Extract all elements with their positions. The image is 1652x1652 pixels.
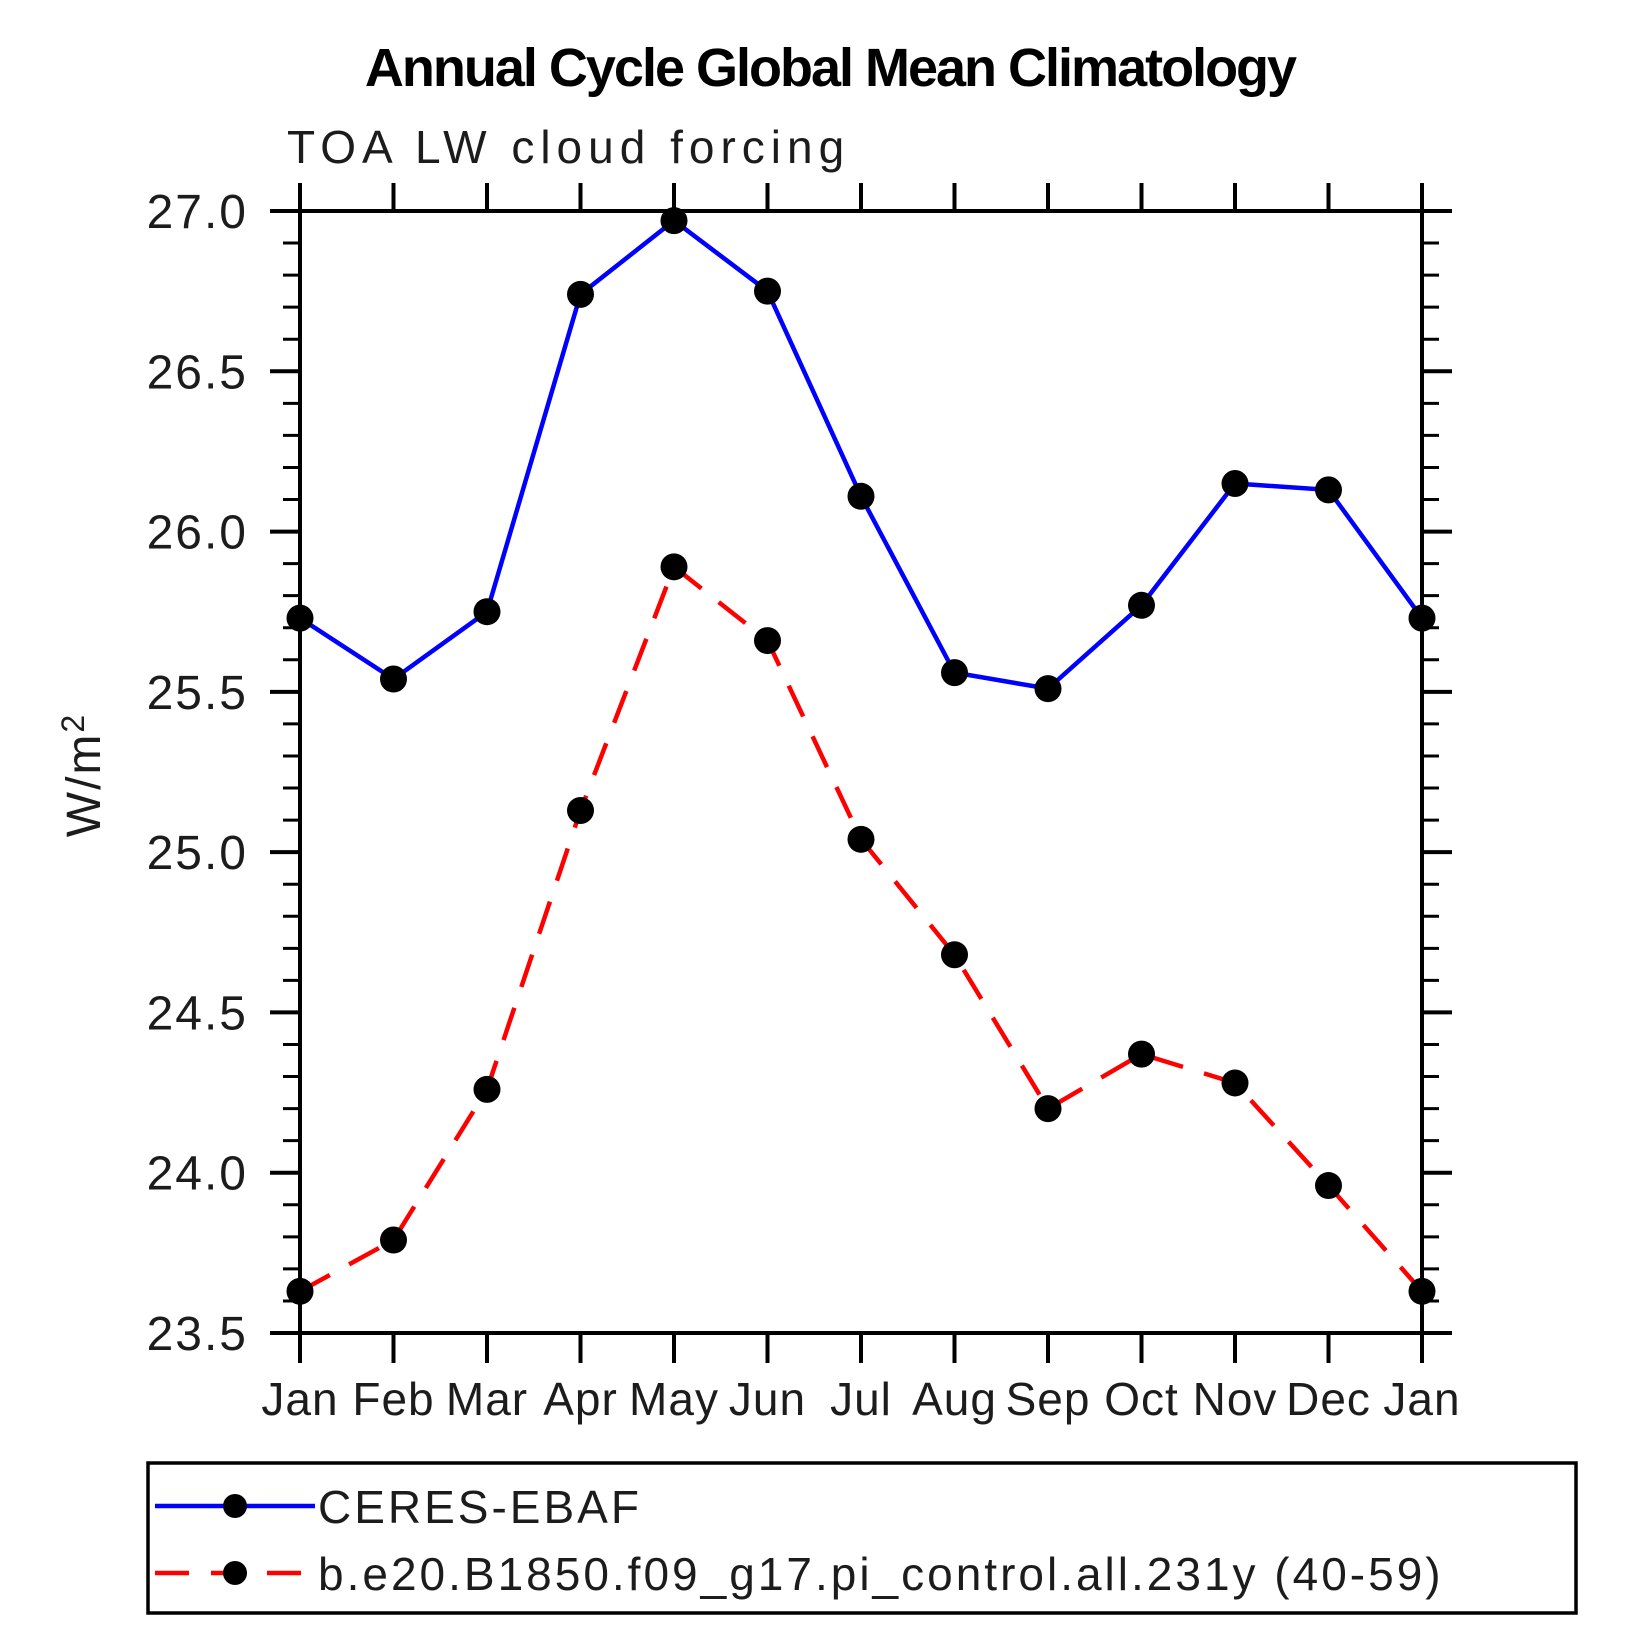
x-tick-label: Nov xyxy=(1193,1373,1278,1425)
series-layer xyxy=(286,207,1436,1305)
x-tick-label: Sep xyxy=(1006,1373,1091,1425)
data-point xyxy=(473,598,501,626)
data-point xyxy=(567,280,594,308)
data-point xyxy=(1128,591,1155,619)
series-line-0 xyxy=(298,217,1424,692)
y-tick-label: 24.0 xyxy=(147,1148,248,1201)
y-tick-label: 25.0 xyxy=(147,827,248,880)
data-point xyxy=(941,941,968,969)
legend: CERES-EBAF b.e20.B1850.f09_g17.pi_control… xyxy=(155,1481,1444,1600)
data-point xyxy=(1034,1095,1062,1123)
x-tick-label: Jan xyxy=(1383,1373,1460,1425)
data-point xyxy=(1315,476,1342,504)
data-point xyxy=(567,796,594,824)
y-axis-label: W/m2 xyxy=(55,713,111,837)
x-tick-label: Dec xyxy=(1286,1373,1371,1425)
y-tick-label: 26.5 xyxy=(147,346,248,399)
data-point xyxy=(660,553,688,581)
y-tick-label: 27.0 xyxy=(147,186,248,239)
data-point xyxy=(754,627,781,655)
data-point xyxy=(847,825,875,853)
x-axis-tick-labels: Jan Feb Mar Apr May Jun Jul Aug Sep Oct Nov Dec Jan xyxy=(261,1373,1460,1425)
data-point xyxy=(380,665,407,693)
legend-marker xyxy=(223,1561,247,1585)
data-point xyxy=(473,1075,501,1103)
x-tick-label: Jul xyxy=(830,1373,892,1425)
legend-box xyxy=(146,1461,1578,1615)
x-tick-label: Mar xyxy=(446,1373,528,1425)
data-point xyxy=(754,277,781,305)
data-point xyxy=(380,1226,407,1254)
x-tick-label: Aug xyxy=(912,1373,997,1425)
data-point xyxy=(847,482,875,510)
x-tick-label: Oct xyxy=(1104,1373,1179,1425)
data-point xyxy=(1221,1069,1249,1097)
y-tick-label: 26.0 xyxy=(147,507,248,560)
plot-frame xyxy=(298,209,1424,1335)
data-point xyxy=(1128,1040,1155,1068)
y-tick-label: 24.5 xyxy=(147,987,248,1040)
data-point xyxy=(1221,469,1249,497)
data-point xyxy=(1034,675,1062,703)
data-point xyxy=(941,659,968,687)
y-axis-ticks xyxy=(270,209,1452,1335)
legend-marker xyxy=(223,1494,247,1518)
x-tick-label: Apr xyxy=(543,1373,618,1425)
y-tick-label: 23.5 xyxy=(147,1308,248,1361)
y-tick-label: 25.5 xyxy=(147,667,248,720)
data-point xyxy=(660,207,688,235)
legend-label: b.e20.B1850.f09_g17.pi_control.all.231y … xyxy=(318,1548,1444,1600)
x-tick-label: Jun xyxy=(729,1373,806,1425)
y-axis-tick-labels: 23.5 24.0 24.5 25.0 25.5 26.0 26.5 27.0 xyxy=(147,186,248,1361)
legend-label: CERES-EBAF xyxy=(318,1481,642,1533)
x-tick-label: Feb xyxy=(352,1373,434,1425)
x-tick-label: Jan xyxy=(261,1373,338,1425)
chart-title: Annual Cycle Global Mean Climatology xyxy=(365,38,1297,98)
data-point xyxy=(1315,1172,1342,1200)
x-tick-label: May xyxy=(629,1373,719,1425)
series-line-1 xyxy=(298,563,1424,1294)
x-axis-ticks xyxy=(298,183,1424,1363)
chart-subtitle: TOA LW cloud forcing xyxy=(287,121,850,173)
